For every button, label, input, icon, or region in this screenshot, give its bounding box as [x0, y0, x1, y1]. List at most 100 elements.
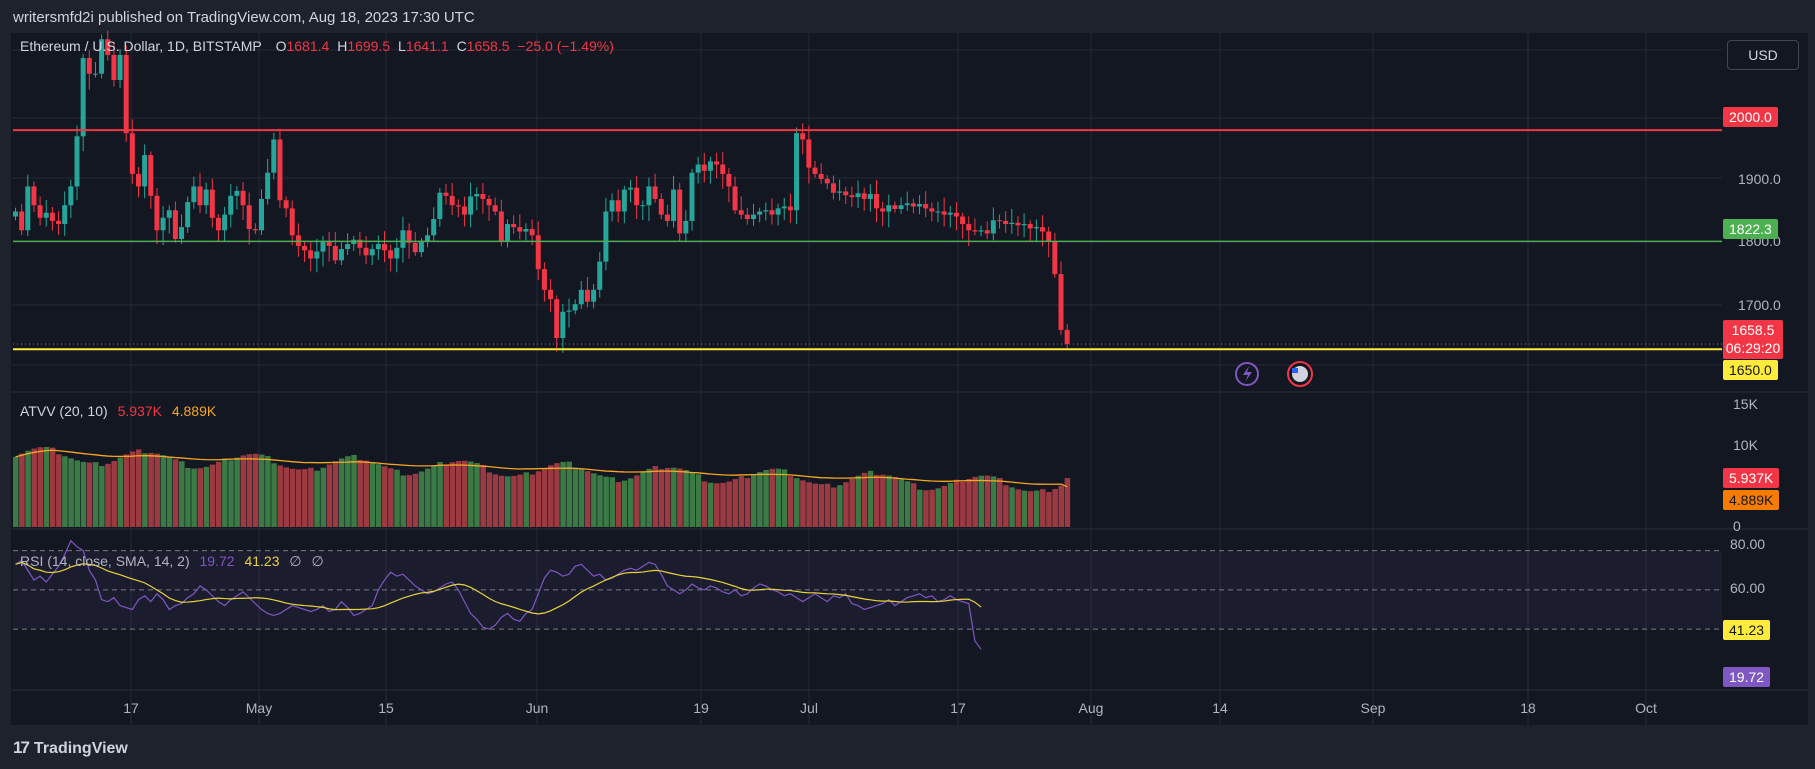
volume-bar [203, 466, 210, 527]
volume-tick-label: 10K [1733, 437, 1758, 453]
candle-body [265, 172, 271, 199]
resistance-tag: 2000.0 [1723, 107, 1778, 127]
candle-body [111, 54, 117, 80]
volume-bar [664, 467, 671, 527]
volume-bar [880, 474, 886, 527]
volume-moving-average [15, 449, 1068, 488]
candle-body [172, 210, 178, 240]
volume-bar [425, 468, 431, 527]
price-candles [13, 30, 1070, 353]
support-tag: 1650.0 [1723, 360, 1778, 380]
candle-body [283, 200, 289, 209]
volume-bar [252, 453, 259, 527]
volume-bar [646, 468, 652, 527]
volume-bar [86, 462, 93, 527]
volume-bar [283, 467, 290, 527]
volume-bar [744, 478, 751, 527]
volume-bar [910, 483, 917, 527]
rsi-null-1: ∅ [289, 553, 302, 569]
rsi-tick-label: 80.00 [1730, 536, 1766, 552]
candle-body [431, 219, 437, 236]
volume-bar [179, 461, 185, 527]
volume-bar [812, 483, 818, 527]
volume-bar [689, 472, 695, 527]
candle-body [517, 227, 523, 232]
candle-body [1027, 224, 1033, 229]
volume-bar [302, 469, 308, 527]
volume-bar [375, 464, 382, 527]
volume-bar [898, 479, 905, 527]
volume-ma-line [15, 449, 1068, 488]
candle-body [486, 198, 492, 206]
candle-body [578, 289, 584, 305]
volume-bar [345, 456, 351, 527]
candle-body [947, 212, 953, 215]
candle-body [375, 244, 381, 250]
candle-body [554, 299, 560, 339]
volume-bar [228, 460, 234, 527]
volume-bar [830, 487, 837, 527]
time-tick-label: 17 [123, 700, 139, 716]
candle-body [695, 164, 701, 173]
volume-bar [1027, 491, 1034, 527]
volume-bar [295, 469, 302, 527]
volume-bar [707, 482, 714, 527]
volume-bar [418, 471, 425, 527]
volume-bar [1058, 485, 1064, 527]
volume-bar [369, 462, 376, 527]
chart-frame[interactable] [11, 33, 1808, 725]
volume-bar [351, 454, 357, 527]
last-price-value: 1658.5 [1731, 322, 1775, 338]
candle-body [923, 203, 929, 209]
currency-button[interactable]: USD [1727, 40, 1799, 70]
volume-bar [191, 468, 197, 527]
candle-body [1009, 222, 1015, 225]
candle-body [277, 139, 283, 201]
candle-body [468, 196, 474, 215]
volume-bar [234, 457, 240, 527]
candle-body [984, 230, 990, 234]
volume-bar [621, 480, 628, 527]
candle-body [953, 212, 959, 217]
candle-body [80, 58, 86, 137]
candle-body [990, 220, 996, 234]
volume-bar [277, 465, 283, 527]
candle-body [843, 191, 849, 196]
atvv-name: ATVV (20, 10) [20, 403, 108, 419]
volume-bar [338, 458, 345, 527]
volume-bar [215, 461, 222, 527]
rsi-null-2: ∅ [311, 553, 324, 569]
candle-body [240, 190, 246, 206]
candle-body [1003, 220, 1009, 225]
candle-body [222, 214, 228, 231]
volume-bar [240, 455, 247, 527]
candle-body [203, 189, 209, 206]
volume-bar [904, 481, 911, 527]
volume-bar [154, 453, 160, 527]
candle-body [714, 161, 720, 165]
tradingview-logo[interactable]: 17 TradingView [13, 738, 128, 758]
candle-body [338, 249, 344, 261]
candle-body [689, 172, 695, 221]
volume-bar [1033, 490, 1040, 527]
candle-body [332, 245, 338, 261]
volume-bar [412, 473, 419, 527]
candle-body [886, 205, 892, 212]
candle-body [461, 206, 467, 215]
volume-bar [652, 466, 659, 527]
volume-bar [314, 470, 320, 527]
volume-bar [683, 470, 689, 527]
candle-body [830, 183, 836, 193]
candle-body [781, 206, 787, 209]
candle-body [289, 208, 295, 236]
volume-bar [929, 489, 935, 527]
candle-body [56, 220, 62, 225]
candle-body [295, 235, 301, 246]
candle-body [437, 192, 443, 220]
volume-bar [443, 464, 449, 527]
candle-body [474, 193, 480, 197]
rsi-sma-line [15, 561, 982, 615]
volume-bar [634, 475, 640, 527]
candle-body [603, 211, 609, 262]
